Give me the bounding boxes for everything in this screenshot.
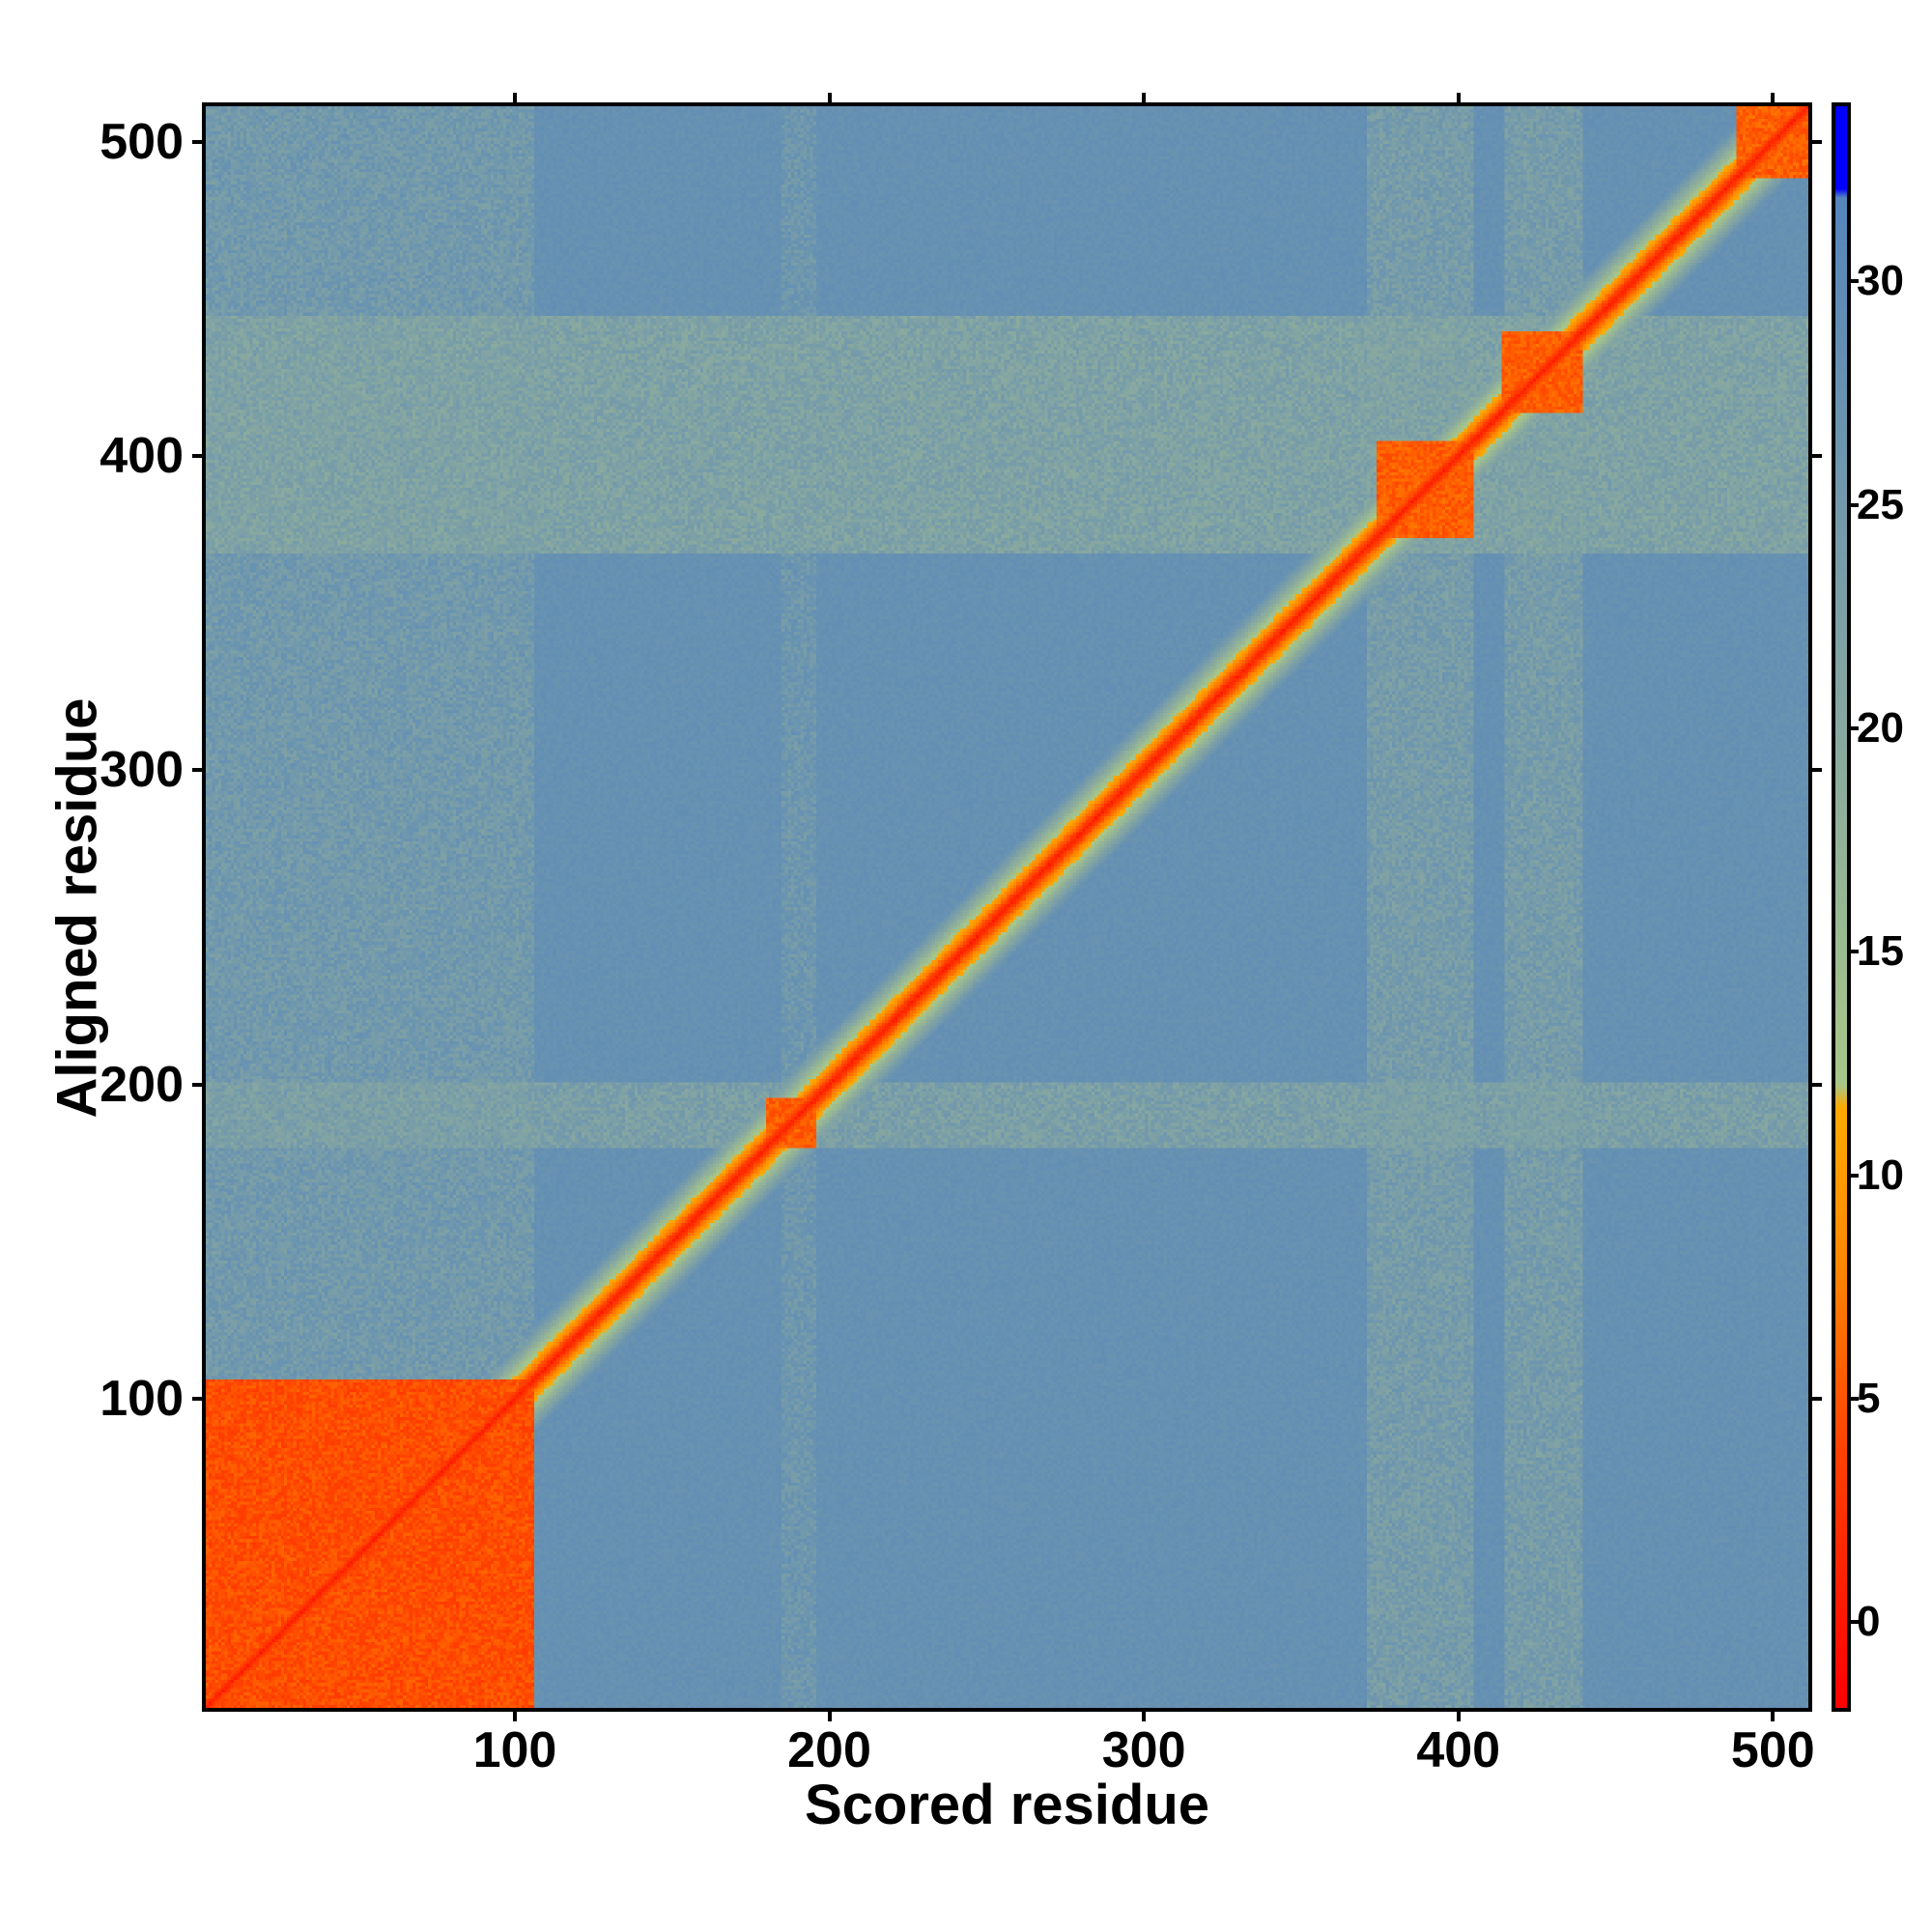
colorbar-tick-label: 0 bbox=[1857, 1598, 1881, 1646]
colorbar-tick bbox=[1851, 1173, 1859, 1178]
y-tick-left bbox=[192, 768, 202, 773]
y-tick-left bbox=[192, 1397, 202, 1402]
colorbar-tick bbox=[1851, 1397, 1859, 1402]
y-tick-label: 100 bbox=[99, 1371, 184, 1428]
x-tick-top bbox=[1771, 93, 1776, 102]
x-tick-label: 500 bbox=[1730, 1722, 1815, 1778]
heatmap-cells bbox=[206, 106, 1808, 1708]
x-axis-label: Scored residue bbox=[804, 1774, 1210, 1836]
heatmap-plot-area bbox=[202, 102, 1812, 1712]
x-tick-bottom bbox=[1456, 1712, 1461, 1721]
x-tick-bottom bbox=[512, 1712, 517, 1721]
x-tick-top bbox=[827, 93, 832, 102]
x-tick-top bbox=[1456, 93, 1461, 102]
colorbar-tick-label: 5 bbox=[1857, 1375, 1881, 1423]
colorbar-tick-label: 30 bbox=[1857, 257, 1904, 305]
y-tick-label: 200 bbox=[99, 1056, 184, 1113]
x-tick-label: 100 bbox=[472, 1722, 557, 1778]
colorbar-tick bbox=[1851, 1620, 1859, 1625]
colorbar-tick bbox=[1851, 502, 1859, 507]
x-tick-label: 300 bbox=[1101, 1722, 1186, 1778]
colorbar-tick bbox=[1851, 950, 1859, 954]
y-tick-right bbox=[1812, 1082, 1822, 1087]
y-tick-right bbox=[1812, 768, 1822, 773]
colorbar-tick-label: 15 bbox=[1857, 927, 1904, 976]
y-tick-label: 400 bbox=[99, 428, 184, 485]
y-tick-label: 500 bbox=[99, 113, 184, 170]
colorbar bbox=[1832, 102, 1851, 1712]
x-tick-top bbox=[1142, 93, 1147, 102]
x-tick-bottom bbox=[1771, 1712, 1776, 1721]
colorbar-tick bbox=[1851, 279, 1859, 284]
x-tick-top bbox=[512, 93, 517, 102]
y-tick-label: 300 bbox=[99, 742, 184, 799]
colorbar-tick-label: 20 bbox=[1857, 703, 1904, 752]
y-tick-left bbox=[192, 454, 202, 459]
colorbar-tick bbox=[1851, 725, 1859, 730]
y-tick-right bbox=[1812, 139, 1822, 144]
y-tick-left bbox=[192, 1082, 202, 1087]
x-tick-label: 400 bbox=[1416, 1722, 1501, 1778]
colorbar-gradient bbox=[1835, 106, 1847, 1708]
x-tick-label: 200 bbox=[787, 1722, 871, 1778]
colorbar-tick-label: 10 bbox=[1857, 1151, 1904, 1199]
y-axis-label: Aligned residue bbox=[45, 697, 109, 1119]
y-tick-right bbox=[1812, 1397, 1822, 1402]
x-tick-bottom bbox=[1142, 1712, 1147, 1721]
colorbar-tick-label: 25 bbox=[1857, 480, 1904, 528]
x-tick-bottom bbox=[827, 1712, 832, 1721]
y-tick-right bbox=[1812, 454, 1822, 459]
y-tick-left bbox=[192, 139, 202, 144]
